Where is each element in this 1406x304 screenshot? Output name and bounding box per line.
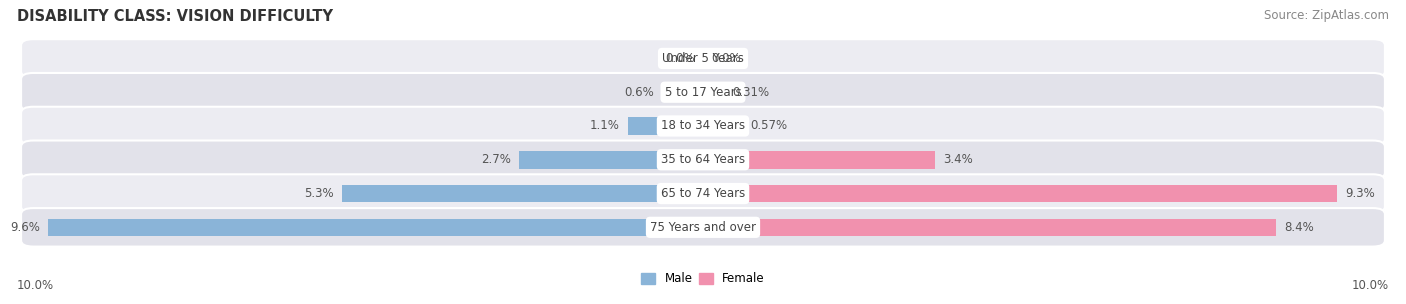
Text: 65 to 74 Years: 65 to 74 Years [661, 187, 745, 200]
Text: 0.6%: 0.6% [624, 86, 654, 99]
FancyBboxPatch shape [21, 73, 1385, 112]
Bar [519, 151, 703, 168]
Text: 9.6%: 9.6% [10, 221, 41, 234]
Text: 1.1%: 1.1% [591, 119, 620, 133]
Bar [342, 185, 703, 202]
Text: Source: ZipAtlas.com: Source: ZipAtlas.com [1264, 9, 1389, 22]
Bar [48, 219, 703, 236]
Bar [662, 83, 703, 101]
Text: 18 to 34 Years: 18 to 34 Years [661, 119, 745, 133]
Text: 75 Years and over: 75 Years and over [650, 221, 756, 234]
Text: 0.57%: 0.57% [749, 119, 787, 133]
Text: 3.4%: 3.4% [943, 153, 973, 166]
Legend: Male, Female: Male, Female [637, 268, 769, 290]
Bar [703, 185, 1337, 202]
Text: 0.0%: 0.0% [711, 52, 741, 65]
Bar [703, 219, 1275, 236]
Text: 8.4%: 8.4% [1284, 221, 1313, 234]
Text: 0.31%: 0.31% [733, 86, 769, 99]
FancyBboxPatch shape [21, 39, 1385, 78]
Bar [703, 151, 935, 168]
Text: Under 5 Years: Under 5 Years [662, 52, 744, 65]
FancyBboxPatch shape [21, 107, 1385, 145]
Text: 35 to 64 Years: 35 to 64 Years [661, 153, 745, 166]
Text: 10.0%: 10.0% [1353, 279, 1389, 292]
FancyBboxPatch shape [21, 174, 1385, 213]
Bar [703, 117, 742, 135]
FancyBboxPatch shape [21, 140, 1385, 179]
Text: 5.3%: 5.3% [304, 187, 333, 200]
Text: 2.7%: 2.7% [481, 153, 510, 166]
Bar [703, 83, 724, 101]
Bar [628, 117, 703, 135]
Text: 9.3%: 9.3% [1346, 187, 1375, 200]
Text: 10.0%: 10.0% [17, 279, 53, 292]
Text: DISABILITY CLASS: VISION DIFFICULTY: DISABILITY CLASS: VISION DIFFICULTY [17, 9, 333, 24]
FancyBboxPatch shape [21, 208, 1385, 247]
Text: 5 to 17 Years: 5 to 17 Years [665, 86, 741, 99]
Text: 0.0%: 0.0% [665, 52, 695, 65]
